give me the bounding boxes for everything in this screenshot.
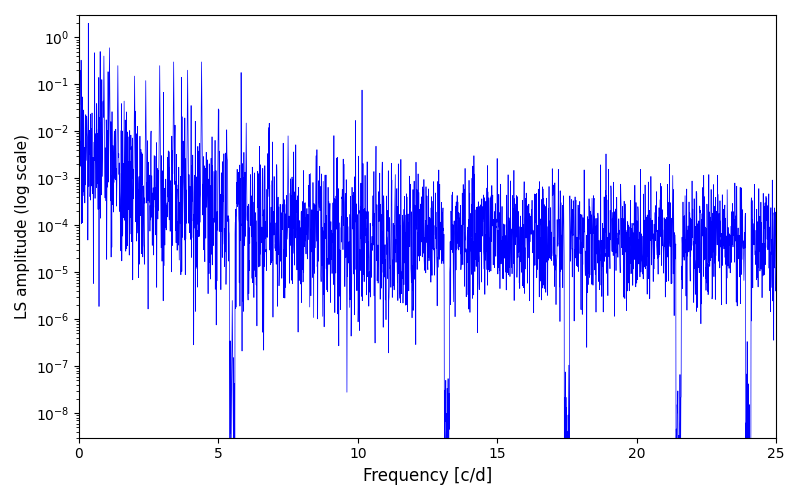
X-axis label: Frequency [c/d]: Frequency [c/d] bbox=[363, 467, 492, 485]
Y-axis label: LS amplitude (log scale): LS amplitude (log scale) bbox=[15, 134, 30, 319]
